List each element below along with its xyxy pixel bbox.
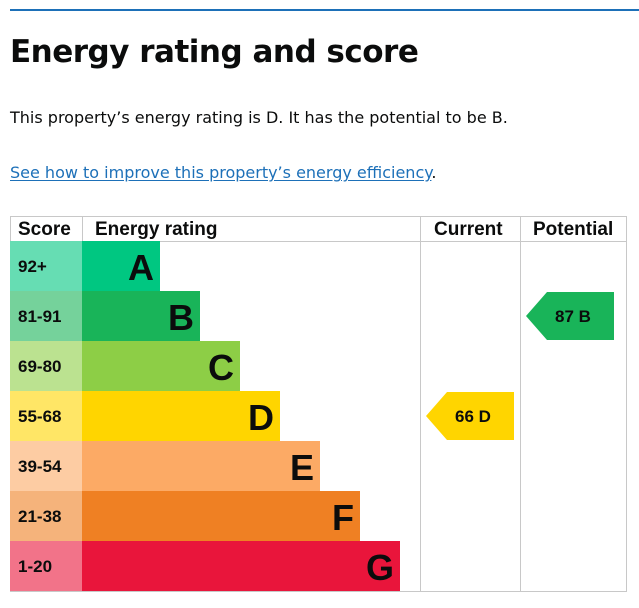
score-label-d: 55-68 <box>18 407 61 426</box>
rating-bar-c <box>82 341 240 391</box>
rating-bar-f <box>82 491 360 541</box>
improve-efficiency-link[interactable]: See how to improve this property’s energ… <box>10 163 432 182</box>
score-cell-b <box>10 291 82 341</box>
rating-letter-b: B <box>168 297 194 338</box>
rating-bar-e <box>82 441 320 491</box>
rating-markers: 66 D 87 B <box>426 292 614 440</box>
rating-letter-g: G <box>366 547 394 588</box>
score-cell-d <box>10 391 82 441</box>
score-cell-g <box>10 541 82 591</box>
header-current: Current <box>434 219 503 240</box>
rating-bar-b <box>82 291 200 341</box>
potential-rating-label: 87 B <box>555 307 591 326</box>
score-cell-c <box>10 341 82 391</box>
score-label-a: 92+ <box>18 257 47 276</box>
rating-letter-a: A <box>128 247 154 288</box>
rating-bands: 92+ A 81-91 B 69-80 C 55-68 D 39-54 E 21-38 F 1-20 G <box>10 241 400 591</box>
rating-letter-e: E <box>290 447 314 488</box>
rating-letter-c: C <box>208 347 234 388</box>
improve-link-suffix: . <box>431 163 437 182</box>
header-energy-rating: Energy rating <box>95 219 217 240</box>
current-rating-label: 66 D <box>455 407 491 426</box>
score-cell-e <box>10 441 82 491</box>
score-label-e: 39-54 <box>18 457 62 476</box>
score-label-b: 81-91 <box>18 307 61 326</box>
page-title: Energy rating and score <box>10 34 419 70</box>
header-potential: Potential <box>533 219 613 240</box>
score-cell-f <box>10 491 82 541</box>
top-rule <box>10 9 639 11</box>
rating-bar-a <box>82 241 160 291</box>
score-label-g: 1-20 <box>18 557 52 576</box>
score-label-f: 21-38 <box>18 507 61 526</box>
rating-summary: This property’s energy rating is D. It h… <box>10 108 508 127</box>
rating-letter-d: D <box>248 397 274 438</box>
score-cell-a <box>10 241 82 291</box>
potential-rating-arrow <box>526 292 614 340</box>
rating-letter-f: F <box>332 497 354 538</box>
header-score: Score <box>18 219 71 240</box>
rating-bar-g <box>82 541 400 591</box>
score-label-c: 69-80 <box>18 357 61 376</box>
current-rating-arrow <box>426 392 514 440</box>
rating-bar-d <box>82 391 280 441</box>
improve-paragraph: See how to improve this property’s energ… <box>10 163 437 182</box>
